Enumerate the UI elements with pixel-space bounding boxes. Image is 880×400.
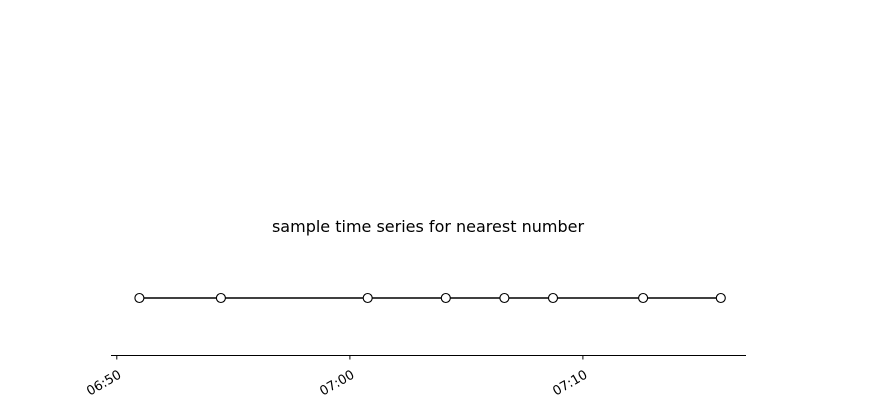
chart-title: sample time series for nearest number <box>272 217 584 236</box>
x-tick-label: 07:00 <box>317 368 357 400</box>
data-point <box>440 292 451 304</box>
x-tick-label: 07:10 <box>550 368 590 400</box>
x-tick-label: 06:50 <box>84 368 124 400</box>
data-point <box>547 292 559 304</box>
x-axis-ticks: 06:50 07:00 07:10 <box>84 355 590 400</box>
data-point <box>215 292 226 304</box>
data-point <box>499 292 510 304</box>
data-point <box>715 292 726 304</box>
data-point <box>362 292 373 304</box>
series-layer <box>134 292 726 304</box>
data-point <box>638 292 649 304</box>
data-point <box>134 292 145 304</box>
